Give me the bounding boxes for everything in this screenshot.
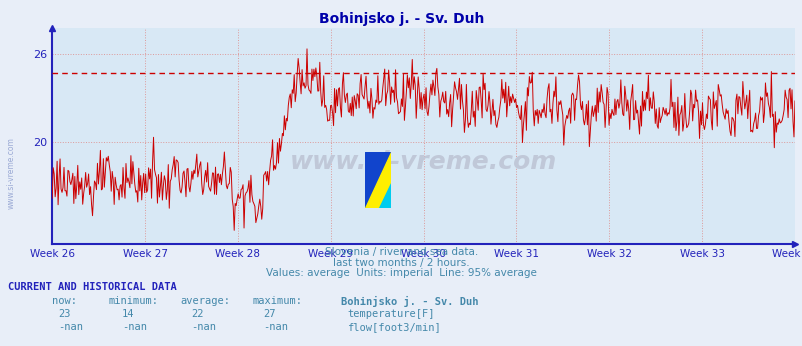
Text: last two months / 2 hours.: last two months / 2 hours. <box>333 258 469 268</box>
Text: -nan: -nan <box>191 322 216 333</box>
Text: temperature[F]: temperature[F] <box>346 309 434 319</box>
Text: maximum:: maximum: <box>253 296 302 306</box>
Text: www.si-vreme.com: www.si-vreme.com <box>290 150 557 174</box>
Text: average:: average: <box>180 296 230 306</box>
Text: Values: average  Units: imperial  Line: 95% average: Values: average Units: imperial Line: 95… <box>265 268 537 278</box>
Text: 22: 22 <box>191 309 204 319</box>
Text: 27: 27 <box>263 309 276 319</box>
Text: -nan: -nan <box>263 322 288 333</box>
Text: -nan: -nan <box>59 322 83 333</box>
Text: -nan: -nan <box>122 322 147 333</box>
Text: Bohinjsko j. - Sv. Duh: Bohinjsko j. - Sv. Duh <box>341 296 478 307</box>
Text: minimum:: minimum: <box>108 296 158 306</box>
Text: now:: now: <box>52 296 77 306</box>
Text: Bohinjsko j. - Sv. Duh: Bohinjsko j. - Sv. Duh <box>318 12 484 26</box>
Text: www.si-vreme.com: www.si-vreme.com <box>6 137 15 209</box>
Polygon shape <box>365 152 391 208</box>
Polygon shape <box>379 183 391 208</box>
Polygon shape <box>365 152 391 208</box>
Text: CURRENT AND HISTORICAL DATA: CURRENT AND HISTORICAL DATA <box>8 282 176 292</box>
Text: flow[foot3/min]: flow[foot3/min] <box>346 322 440 333</box>
Text: 14: 14 <box>122 309 135 319</box>
Text: 23: 23 <box>59 309 71 319</box>
Text: Slovenia / river and sea data.: Slovenia / river and sea data. <box>325 247 477 257</box>
